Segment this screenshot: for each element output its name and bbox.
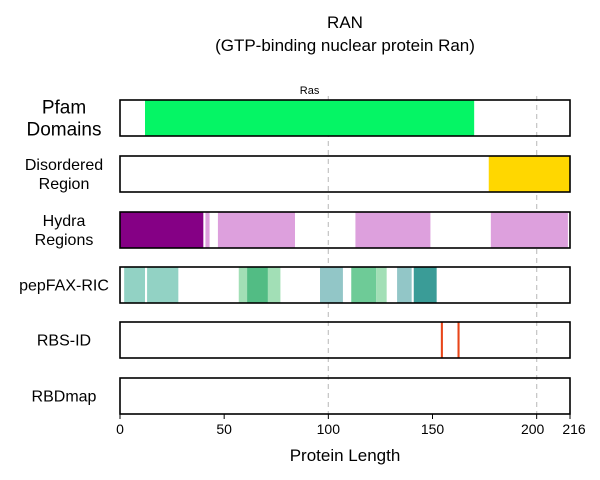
track-segment bbox=[413, 267, 437, 303]
chart-subtitle: (GTP-binding nuclear protein Ran) bbox=[215, 36, 475, 55]
track-4: RBS-ID bbox=[37, 321, 571, 359]
track-label: RBS-ID bbox=[37, 333, 91, 350]
x-axis-label: Protein Length bbox=[290, 446, 401, 465]
x-tick-label: 216 bbox=[562, 421, 586, 437]
track-label: Disordered bbox=[25, 157, 103, 174]
track-frame bbox=[119, 155, 571, 193]
track-segment bbox=[351, 267, 377, 303]
track-frame bbox=[119, 266, 571, 304]
gridlines bbox=[327, 96, 538, 414]
track-label: pepFAX-RIC bbox=[19, 278, 109, 295]
track-segment bbox=[490, 212, 568, 248]
track-segment bbox=[147, 267, 179, 303]
track-segment bbox=[457, 322, 460, 358]
x-tick-label: 200 bbox=[521, 421, 545, 437]
track-segment bbox=[217, 212, 295, 248]
track-segment bbox=[267, 267, 281, 303]
track-label: Regions bbox=[35, 232, 94, 249]
track-segment bbox=[355, 212, 431, 248]
track-segment bbox=[120, 212, 204, 248]
track-frame bbox=[119, 377, 571, 415]
x-tick-label: 0 bbox=[116, 421, 124, 437]
track-frame bbox=[119, 99, 571, 137]
track-segment bbox=[247, 267, 268, 303]
track-segment bbox=[238, 267, 248, 303]
domain-label: Ras bbox=[300, 85, 320, 97]
chart-title: RAN bbox=[327, 13, 363, 32]
track-frame bbox=[119, 321, 571, 359]
track-label: Region bbox=[39, 176, 90, 193]
track-segment bbox=[145, 100, 475, 136]
track-segment bbox=[124, 267, 145, 303]
track-label: RBDmap bbox=[32, 389, 97, 406]
track-1: Disordered Region bbox=[25, 155, 571, 193]
track-label: Hydra bbox=[43, 213, 86, 230]
track-frame bbox=[119, 211, 571, 249]
x-tick-label: 100 bbox=[317, 421, 341, 437]
track-5: RBDmap bbox=[32, 377, 571, 415]
track-segment bbox=[320, 267, 343, 303]
x-tick-label: 50 bbox=[216, 421, 232, 437]
track-2: Hydra Regions bbox=[35, 211, 571, 249]
track-label: Domains bbox=[27, 120, 102, 141]
x-axis: 0 50 100 150 200 216 bbox=[116, 414, 586, 437]
track-3: pepFAX-RIC bbox=[19, 266, 571, 304]
track-segment bbox=[397, 267, 412, 303]
track-segment bbox=[376, 267, 387, 303]
track-segment bbox=[205, 212, 210, 248]
track-segment bbox=[488, 156, 570, 192]
track-segment bbox=[440, 322, 443, 358]
x-tick-label: 150 bbox=[421, 421, 445, 437]
track-label: Pfam bbox=[42, 98, 86, 119]
